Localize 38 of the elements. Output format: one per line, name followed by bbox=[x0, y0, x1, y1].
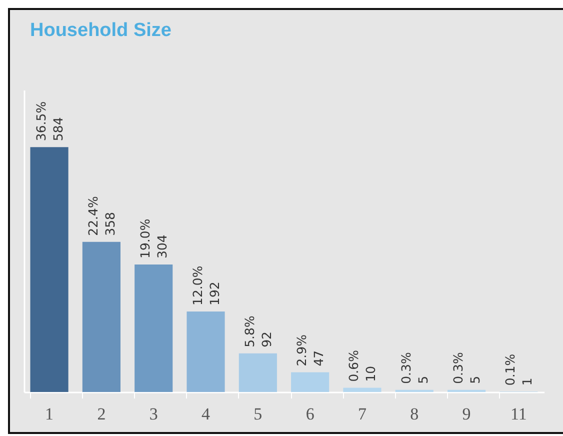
bar bbox=[186, 311, 225, 392]
bar bbox=[238, 353, 277, 392]
data-label: 5 bbox=[468, 376, 483, 384]
annotation: 36.5% bbox=[33, 101, 48, 142]
bar bbox=[291, 372, 330, 392]
data-label: 304 bbox=[154, 234, 170, 258]
annotation: 12.0% bbox=[190, 266, 205, 306]
annotation: 19.0% bbox=[138, 218, 153, 258]
data-label: 47 bbox=[311, 350, 326, 366]
annotation: 0.3% bbox=[398, 352, 414, 384]
x-tick-label: 7 bbox=[358, 404, 367, 424]
data-label: 192 bbox=[206, 282, 222, 306]
bar bbox=[30, 147, 68, 392]
x-tick-label: 5 bbox=[254, 404, 262, 424]
data-label: 10 bbox=[363, 366, 378, 382]
data-label: 584 bbox=[50, 117, 66, 142]
x-tick-label: 9 bbox=[462, 404, 471, 424]
data-label: 1 bbox=[520, 378, 535, 386]
chart-title: Household Size bbox=[30, 20, 172, 41]
x-tick-label: 3 bbox=[149, 404, 158, 424]
bar bbox=[343, 388, 382, 392]
annotation: 5.8% bbox=[242, 316, 257, 348]
data-label: 92 bbox=[258, 332, 274, 348]
bar bbox=[82, 242, 120, 392]
x-tick-label: 8 bbox=[410, 404, 419, 424]
annotation: 0.3% bbox=[450, 352, 466, 384]
x-tick-label: 1 bbox=[45, 404, 54, 424]
bar bbox=[134, 264, 173, 392]
annotation: 0.6% bbox=[346, 350, 362, 382]
x-tick-label: 4 bbox=[202, 404, 211, 424]
x-tick-label: 6 bbox=[306, 404, 314, 424]
annotation: 22.4% bbox=[85, 196, 100, 236]
data-label: 5 bbox=[415, 376, 430, 384]
annotation: 0.1% bbox=[502, 354, 518, 386]
x-tick-label: 2 bbox=[97, 404, 106, 424]
annotation: 2.9% bbox=[294, 334, 310, 366]
x-tick-label: 11 bbox=[510, 404, 527, 424]
data-label: 358 bbox=[102, 212, 118, 236]
